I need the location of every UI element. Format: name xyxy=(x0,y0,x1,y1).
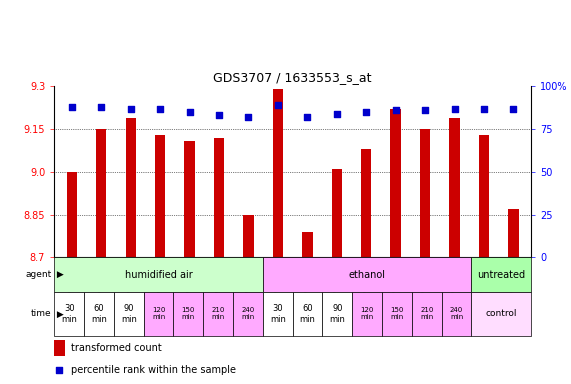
Bar xyxy=(332,169,342,257)
Bar xyxy=(67,172,77,257)
Text: humidified air: humidified air xyxy=(124,270,192,280)
Text: time: time xyxy=(31,310,51,318)
Bar xyxy=(114,292,144,336)
Point xyxy=(361,109,371,115)
Bar xyxy=(449,118,460,257)
Text: 240
min: 240 min xyxy=(450,308,463,320)
Bar xyxy=(412,292,441,336)
Text: 60
min: 60 min xyxy=(300,304,315,324)
Bar xyxy=(174,292,203,336)
Text: 30
min: 30 min xyxy=(61,304,77,324)
Text: 150
min: 150 min xyxy=(390,308,404,320)
Point xyxy=(215,113,224,119)
Bar xyxy=(243,215,254,257)
Point xyxy=(332,111,341,117)
Text: untreated: untreated xyxy=(477,270,525,280)
Point xyxy=(480,106,489,112)
Point xyxy=(420,107,429,113)
Bar xyxy=(214,138,224,257)
Point xyxy=(55,367,64,374)
Text: control: control xyxy=(485,310,517,318)
Bar xyxy=(273,89,283,257)
Bar xyxy=(263,257,472,292)
Point xyxy=(126,106,135,112)
Text: percentile rank within the sample: percentile rank within the sample xyxy=(71,366,236,376)
Bar xyxy=(361,149,371,257)
Point xyxy=(67,104,77,110)
Text: 120
min: 120 min xyxy=(152,308,165,320)
Bar xyxy=(391,109,401,257)
Point xyxy=(96,104,106,110)
Bar xyxy=(263,292,292,336)
Text: transformed count: transformed count xyxy=(71,343,162,353)
Bar xyxy=(184,141,195,257)
Point xyxy=(185,109,194,115)
Bar xyxy=(54,341,65,356)
Bar xyxy=(155,135,166,257)
Bar xyxy=(323,292,352,336)
Text: 150
min: 150 min xyxy=(182,308,195,320)
Text: 240
min: 240 min xyxy=(242,308,255,320)
Bar xyxy=(352,292,382,336)
Bar xyxy=(233,292,263,336)
Title: GDS3707 / 1633553_s_at: GDS3707 / 1633553_s_at xyxy=(214,71,372,84)
Bar xyxy=(441,292,472,336)
Text: 30
min: 30 min xyxy=(270,304,286,324)
Point xyxy=(450,106,459,112)
Text: 210
min: 210 min xyxy=(420,308,433,320)
Point xyxy=(303,114,312,120)
Point xyxy=(244,114,253,120)
Bar xyxy=(292,292,323,336)
Bar xyxy=(144,292,174,336)
Bar xyxy=(96,129,106,257)
Text: 210
min: 210 min xyxy=(211,308,225,320)
Bar xyxy=(203,292,233,336)
Text: 60
min: 60 min xyxy=(91,304,107,324)
Bar xyxy=(54,292,84,336)
Text: ethanol: ethanol xyxy=(349,270,385,280)
Point xyxy=(509,106,518,112)
Bar xyxy=(420,129,430,257)
Bar xyxy=(54,257,263,292)
Text: 90
min: 90 min xyxy=(329,304,345,324)
Text: 90
min: 90 min xyxy=(121,304,136,324)
Point xyxy=(391,107,400,113)
Text: agent: agent xyxy=(25,270,51,279)
Bar xyxy=(302,232,312,257)
Bar xyxy=(508,209,518,257)
Bar xyxy=(472,257,531,292)
Bar xyxy=(382,292,412,336)
Bar xyxy=(84,292,114,336)
Text: 120
min: 120 min xyxy=(360,308,374,320)
Point xyxy=(274,102,283,108)
Bar xyxy=(479,135,489,257)
Bar xyxy=(472,292,531,336)
Text: ▶: ▶ xyxy=(54,270,63,279)
Text: ▶: ▶ xyxy=(54,310,63,318)
Bar xyxy=(126,118,136,257)
Point xyxy=(156,106,165,112)
